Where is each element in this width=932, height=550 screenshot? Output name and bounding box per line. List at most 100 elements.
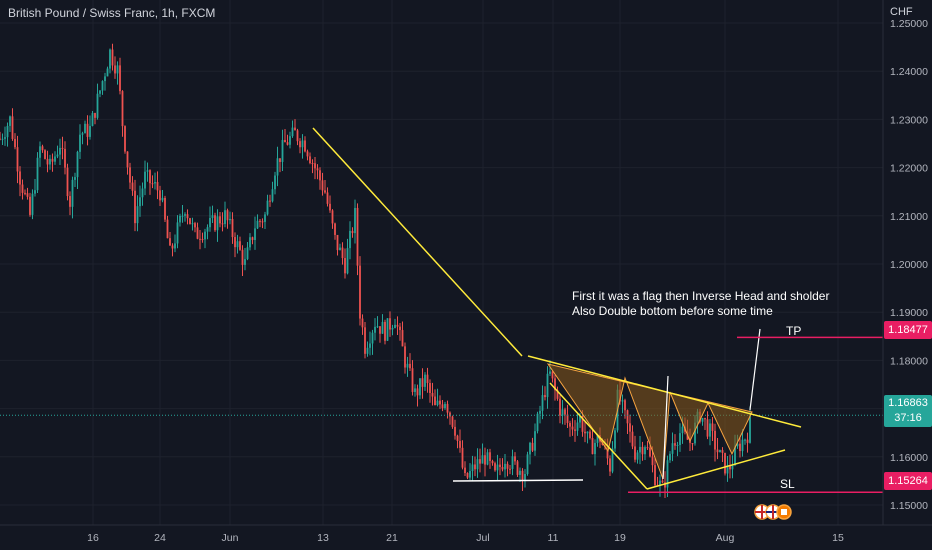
x-tick-label: 15 [832,532,844,544]
candle-body [144,171,146,189]
candle-body [401,330,404,347]
candle-body [514,456,516,462]
candle-body [104,76,106,82]
currency-flags-icon[interactable] [754,504,792,520]
candle-body [706,419,709,437]
candle-body [134,190,136,224]
target-projection-line [749,328,761,411]
candle-body [259,220,261,222]
candle-body [429,382,431,393]
candle-body [166,219,169,239]
candle-body [6,125,9,138]
candle-body [556,390,559,399]
sl-label: SL [780,477,795,491]
candle-body [731,465,734,470]
candle-body [341,247,344,259]
candle-body [596,434,599,443]
candle-body [424,374,426,387]
tp-label: TP [786,324,802,338]
candle-body [186,214,189,219]
candle-body [64,148,66,168]
candle-body [374,326,376,333]
candle-body [126,151,129,168]
candle-body [314,163,316,169]
candle-body [156,182,159,191]
candle-body [661,480,664,483]
candle-body [461,447,464,468]
candle-body [741,439,744,452]
candle-body [676,445,679,446]
candle-body [471,464,474,472]
candle-body [526,454,529,475]
candle-body [574,429,576,431]
candle-body [274,175,276,190]
candle-body [349,230,351,249]
candle-body [554,378,556,391]
candle-body [446,403,449,413]
candle-body [266,200,269,215]
candle-body [419,378,421,396]
current-price: 1.16863 [888,397,928,409]
candle-body [256,220,259,229]
candle-body [474,464,476,470]
candle-body [716,449,719,453]
candle-body [564,409,566,415]
candle-body [149,170,151,184]
candle-body [29,196,31,215]
candle-body [14,138,16,148]
candle-body [721,450,724,453]
y-tick-label: 1.25000 [890,18,928,30]
candle-body [534,431,536,451]
candle-body [189,218,191,224]
candle-body [261,221,264,223]
candle-body [509,468,511,470]
candle-body [644,447,646,455]
annotation-text[interactable]: First it was a flag then Inverse Head an… [572,289,829,319]
tp-price-tag: 1.18477 [884,321,932,339]
candle-body [191,223,194,225]
candle-body [11,116,14,139]
current-price-tag: 1.16863 37:16 [884,395,932,427]
candle-body [281,139,284,162]
candle-body [164,197,166,220]
candle-body [201,239,204,241]
currency-label: CHF [890,6,913,18]
candle-body [151,183,154,185]
candle-body [586,431,589,434]
candle-body [361,318,364,328]
candle-body [746,439,749,443]
candle-body [404,346,406,368]
candle-body [324,190,326,193]
candle-body [521,470,524,480]
candle-body [639,446,641,453]
candle-body [469,471,471,478]
candle-body [59,147,61,155]
time-axis[interactable]: 16 24 Jun 13 21 Jul 11 19 Aug 15 [87,532,844,544]
candle-body [196,227,199,239]
candle-body [121,91,124,127]
candle-body [464,467,466,473]
candle-body [441,404,444,409]
candle-body [206,227,209,232]
candle-body [539,410,541,414]
candle-body [276,158,279,176]
candle-body [71,179,74,207]
candle-body [46,158,49,165]
y-tick-label: 1.21000 [890,211,928,223]
candle-body [384,321,386,341]
candle-body [561,409,564,416]
candle-body [36,157,39,191]
candle-body [529,442,531,455]
candle-body [591,438,594,455]
x-tick-label: 21 [386,532,398,544]
candle-body [139,197,141,207]
candle-body [606,446,609,459]
candle-body [641,446,644,455]
candle-body [589,431,591,439]
candle-body [346,248,349,274]
candle-body [479,459,481,464]
y-tick-label: 1.15000 [890,500,928,512]
candle-body [711,423,714,431]
candle-body [171,245,174,249]
